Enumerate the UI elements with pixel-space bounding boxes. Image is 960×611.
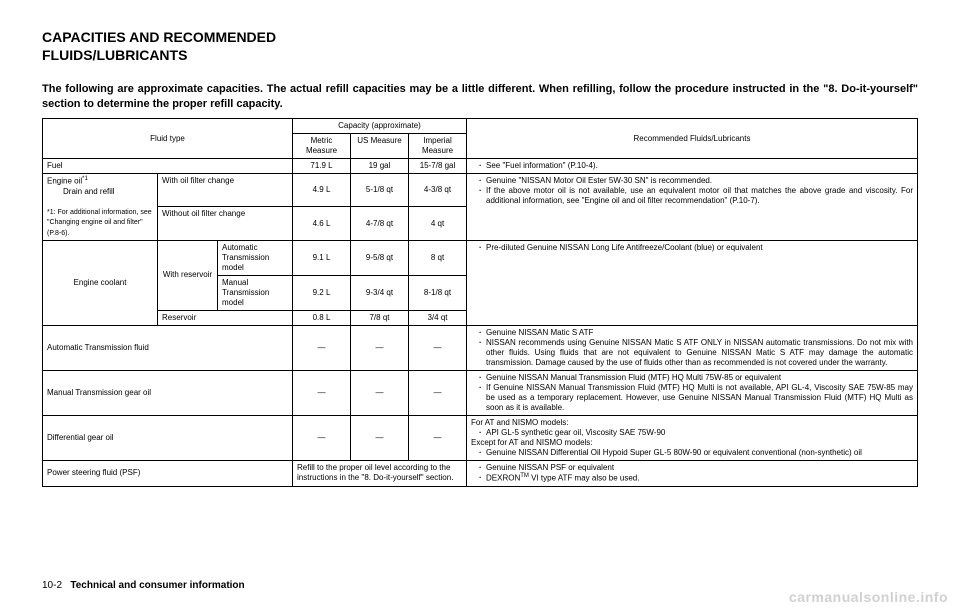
table-row: Power steering fluid (PSF) Refill to the… [43, 460, 918, 486]
atf-imperial: — [409, 325, 467, 370]
watermark: carmanualsonline.info [789, 589, 948, 605]
page-title: CAPACITIES AND RECOMMENDED FLUIDS/LUBRIC… [42, 28, 918, 64]
diff-us: — [351, 415, 409, 460]
atf-rec: Genuine NISSAN Matic S ATF NISSAN recomm… [467, 325, 918, 370]
mtf-metric: — [293, 370, 351, 415]
coolant-label: Engine coolant [43, 240, 158, 325]
engine-oil-label-cell: Engine oil*1 Drain and refill *1: For ad… [43, 174, 158, 241]
page-footer: 10-2 Technical and consumer information [42, 580, 245, 591]
header-imperial: Imperial Measure [409, 134, 467, 159]
coolant-auto-imperial: 8 qt [409, 240, 467, 275]
without-filter-label: Without oil filter change [158, 207, 293, 240]
psf-capacity-note: Refill to the proper oil level according… [293, 460, 467, 486]
header-recommended: Recommended Fluids/Lubricants [467, 119, 918, 159]
with-filter-metric: 4.9 L [293, 174, 351, 207]
with-filter-imperial: 4-3/8 qt [409, 174, 467, 207]
coolant-reservoir-metric: 0.8 L [293, 310, 351, 325]
section-title: Technical and consumer information [70, 580, 244, 591]
title-line-2: FLUIDS/LUBRICANTS [42, 47, 187, 63]
table-row: Manual Transmission gear oil — — — Genui… [43, 370, 918, 415]
diff-metric: — [293, 415, 351, 460]
diff-label: Differential gear oil [43, 415, 293, 460]
mtf-us: — [351, 370, 409, 415]
coolant-manual-label: Manual Transmission model [218, 275, 293, 310]
without-filter-metric: 4.6 L [293, 207, 351, 240]
header-metric: Metric Measure [293, 134, 351, 159]
coolant-auto-metric: 9.1 L [293, 240, 351, 275]
fuel-imperial: 15-7/8 gal [409, 159, 467, 174]
coolant-manual-imperial: 8-1/8 qt [409, 275, 467, 310]
page-number: 10-2 [42, 580, 62, 591]
coolant-reservoir-label: Reservoir [158, 310, 293, 325]
coolant-reservoir-us: 7/8 qt [351, 310, 409, 325]
mtf-rec: Genuine NISSAN Manual Transmission Fluid… [467, 370, 918, 415]
with-filter-us: 5-1/8 qt [351, 174, 409, 207]
without-filter-imperial: 4 qt [409, 207, 467, 240]
capacities-table: Fluid type Capacity (approximate) Recomm… [42, 118, 918, 486]
title-line-1: CAPACITIES AND RECOMMENDED [42, 29, 276, 45]
coolant-manual-metric: 9.2 L [293, 275, 351, 310]
mtf-imperial: — [409, 370, 467, 415]
coolant-manual-us: 9-3/4 qt [351, 275, 409, 310]
fuel-label: Fuel [43, 159, 293, 174]
diff-imperial: — [409, 415, 467, 460]
fuel-metric: 71.9 L [293, 159, 351, 174]
atf-label: Automatic Transmission fluid [43, 325, 293, 370]
coolant-auto-us: 9-5/8 qt [351, 240, 409, 275]
intro-paragraph: The following are approximate capacities… [42, 82, 918, 112]
with-filter-label: With oil filter change [158, 174, 293, 207]
fuel-us: 19 gal [351, 159, 409, 174]
without-filter-us: 4-7/8 qt [351, 207, 409, 240]
table-row: Fuel 71.9 L 19 gal 15-7/8 gal See "Fuel … [43, 159, 918, 174]
atf-us: — [351, 325, 409, 370]
coolant-with-reservoir: With reservoir [158, 240, 218, 310]
header-capacity: Capacity (approximate) [293, 119, 467, 134]
atf-metric: — [293, 325, 351, 370]
table-row: Engine coolant With reservoir Automatic … [43, 240, 918, 275]
header-us: US Measure [351, 134, 409, 159]
diff-rec: For AT and NISMO models: API GL-5 synthe… [467, 415, 918, 460]
psf-label: Power steering fluid (PSF) [43, 460, 293, 486]
table-row: Differential gear oil — — — For AT and N… [43, 415, 918, 460]
coolant-reservoir-imperial: 3/4 qt [409, 310, 467, 325]
psf-rec: Genuine NISSAN PSF or equivalent DEXRONT… [467, 460, 918, 486]
coolant-auto-label: Automatic Transmission model [218, 240, 293, 275]
engine-oil-rec: Genuine "NISSAN Motor Oil Ester 5W-30 SN… [467, 174, 918, 241]
mtf-label: Manual Transmission gear oil [43, 370, 293, 415]
header-fluid-type: Fluid type [43, 119, 293, 159]
table-row: Automatic Transmission fluid — — — Genui… [43, 325, 918, 370]
fuel-rec: See "Fuel information" (P.10-4). [467, 159, 918, 174]
coolant-rec: Pre-diluted Genuine NISSAN Long Life Ant… [467, 240, 918, 325]
table-row: Engine oil*1 Drain and refill *1: For ad… [43, 174, 918, 207]
